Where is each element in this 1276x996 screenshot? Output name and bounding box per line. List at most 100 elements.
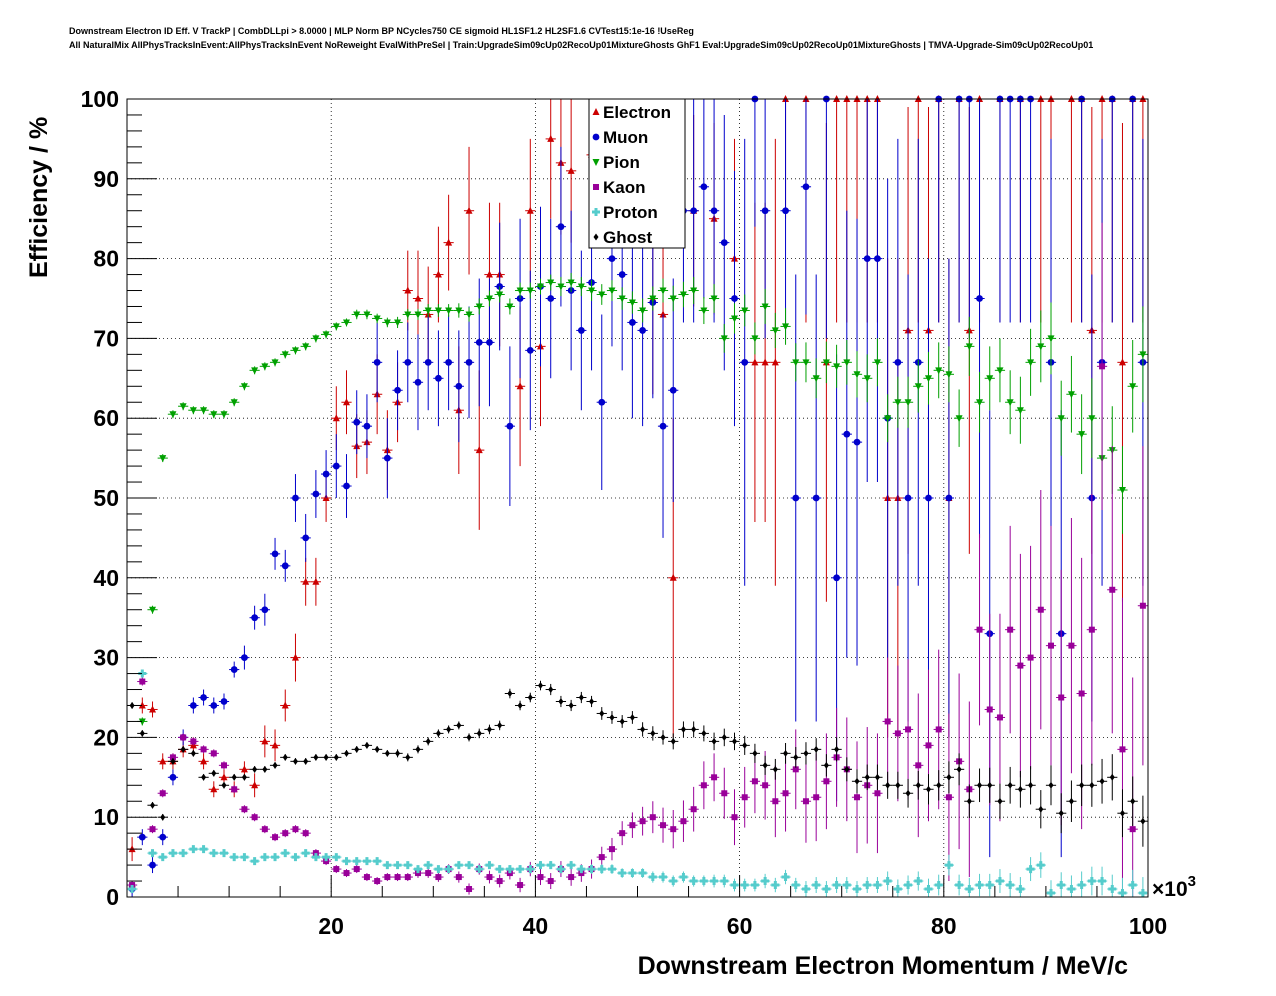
point-kaon-14 xyxy=(272,834,279,841)
legend-label-electron: Electron xyxy=(603,103,671,122)
point-muon-33 xyxy=(465,358,473,366)
point-kaon-57 xyxy=(711,774,718,781)
point-kaon-51 xyxy=(649,814,656,821)
point-pion-89 xyxy=(1037,343,1045,351)
point-muon-32 xyxy=(455,382,463,390)
point-electron-35 xyxy=(485,270,493,278)
point-kaon-29 xyxy=(425,870,432,877)
point-ghost-74 xyxy=(885,781,891,789)
point-proton-4 xyxy=(168,849,177,858)
point-ghost-53 xyxy=(670,737,676,745)
point-electron-28 xyxy=(414,294,422,302)
point-pion-98 xyxy=(1129,383,1137,391)
point-muon-75 xyxy=(904,494,912,502)
point-ghost-30 xyxy=(435,729,441,737)
point-muon-57 xyxy=(710,207,718,215)
point-muon-72 xyxy=(874,255,881,262)
point-ghost-24 xyxy=(374,745,380,753)
point-pion-50 xyxy=(639,307,647,315)
point-pion-75 xyxy=(894,399,902,407)
point-electron-54 xyxy=(771,358,779,366)
point-ghost-83 xyxy=(977,781,983,789)
point-ghost-67 xyxy=(813,745,819,753)
point-kaon-93 xyxy=(1078,690,1085,697)
point-pion-64 xyxy=(782,323,790,331)
point-ghost-85 xyxy=(997,797,1003,805)
point-proton-83 xyxy=(975,881,984,890)
point-proton-15 xyxy=(281,849,290,858)
series-pion xyxy=(127,272,1148,894)
point-pion-83 xyxy=(976,399,984,407)
point-pion-74 xyxy=(884,415,892,423)
point-kaon-41 xyxy=(547,878,554,885)
point-muon-47 xyxy=(608,255,616,262)
point-proton-60 xyxy=(740,881,749,890)
point-proton-31 xyxy=(444,865,453,874)
point-proton-10 xyxy=(230,853,239,862)
point-ghost-13 xyxy=(262,765,268,773)
point-pion-11 xyxy=(240,383,248,391)
y-tick-label-9: 90 xyxy=(93,166,119,192)
point-kaon-92 xyxy=(1068,642,1075,649)
legend-marker-pion xyxy=(592,159,600,166)
point-ghost-49 xyxy=(629,713,635,721)
point-ghost-1 xyxy=(139,729,145,737)
point-kaon-50 xyxy=(639,818,646,825)
point-pion-13 xyxy=(261,363,269,371)
point-pion-80 xyxy=(945,371,953,379)
point-kaon-8 xyxy=(210,750,217,757)
point-proton-64 xyxy=(781,873,790,882)
point-pion-69 xyxy=(833,363,841,371)
point-ghost-18 xyxy=(313,753,319,761)
point-pion-26 xyxy=(394,319,402,327)
point-muon-56 xyxy=(700,183,708,191)
point-electron-7 xyxy=(200,757,208,765)
point-electron-17 xyxy=(302,577,310,585)
point-electron-47 xyxy=(659,310,667,318)
point-pion-97 xyxy=(1118,487,1126,495)
point-muon-58 xyxy=(720,239,728,247)
y-tick-label-1: 10 xyxy=(93,804,119,830)
point-proton-58 xyxy=(720,877,729,886)
point-proton-5 xyxy=(179,849,188,858)
legend-label-ghost: Ghost xyxy=(603,228,652,247)
point-kaon-83 xyxy=(976,626,983,633)
point-pion-30 xyxy=(434,307,442,315)
point-kaon-75 xyxy=(894,730,901,737)
point-ghost-20 xyxy=(333,753,339,761)
point-kaon-15 xyxy=(282,830,289,837)
point-kaon-60 xyxy=(741,794,748,801)
point-kaon-3 xyxy=(159,790,166,797)
point-ghost-8 xyxy=(211,769,217,777)
x-tick-label-0: 20 xyxy=(318,913,344,939)
point-ghost-35 xyxy=(486,725,492,733)
point-kaon-10 xyxy=(231,786,238,793)
point-proton-45 xyxy=(587,865,596,874)
point-muon-20 xyxy=(332,462,340,470)
point-proton-59 xyxy=(730,881,739,890)
point-proton-21 xyxy=(342,857,351,866)
point-muon-50 xyxy=(639,327,647,334)
point-pion-19 xyxy=(322,331,330,339)
point-electron-52 xyxy=(751,358,759,366)
legend-marker-electron xyxy=(592,108,600,115)
point-pion-53 xyxy=(669,295,677,303)
point-kaon-76 xyxy=(905,726,912,733)
point-proton-96 xyxy=(1108,885,1117,894)
point-ghost-9 xyxy=(221,781,227,789)
point-proton-74 xyxy=(883,877,892,886)
point-pion-94 xyxy=(1088,415,1096,423)
point-muon-3 xyxy=(159,833,167,841)
point-pion-78 xyxy=(924,375,932,383)
point-ghost-19 xyxy=(323,753,329,761)
point-kaon-71 xyxy=(854,794,861,801)
point-proton-66 xyxy=(801,885,810,894)
y-tick-label-5: 50 xyxy=(93,485,119,511)
y-tick-label-8: 80 xyxy=(93,246,119,272)
point-proton-68 xyxy=(822,885,831,894)
point-ghost-54 xyxy=(680,725,686,733)
point-ghost-97 xyxy=(1119,809,1125,817)
x-axis-exponent-base: ×10 xyxy=(1152,878,1188,901)
point-ghost-87 xyxy=(1017,785,1023,793)
point-ghost-2 xyxy=(150,801,156,809)
